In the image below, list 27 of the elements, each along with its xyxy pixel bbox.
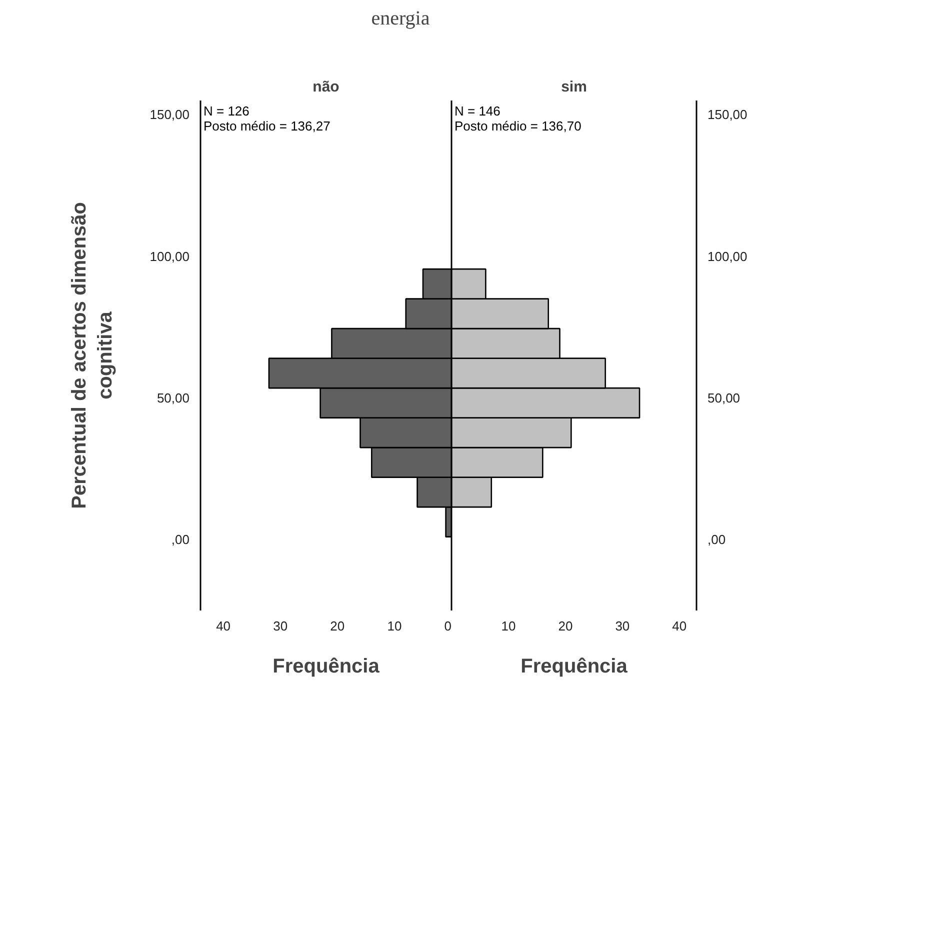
- x-tick-label: 40: [216, 618, 231, 634]
- x-tick-label: 10: [501, 618, 516, 634]
- y-tick-label: ,00: [171, 532, 190, 548]
- x-tick-label: 20: [558, 618, 573, 634]
- x-axis-title: Frequência: [520, 656, 628, 678]
- x-tick-label: 20: [330, 618, 345, 634]
- x-tick-label: 10: [387, 618, 402, 634]
- chart-title: sim: [561, 78, 587, 96]
- x-tick-label: 0: [444, 618, 452, 634]
- y-tick-label: 150,00: [150, 107, 190, 122]
- text: energia: [371, 8, 430, 30]
- annotation: N = 126: [204, 104, 250, 118]
- annotation: N = 146: [454, 104, 500, 118]
- x-tick-label: 30: [273, 618, 288, 634]
- chart-title: não: [312, 78, 340, 96]
- x-tick-label: 40: [672, 618, 687, 634]
- x-axis-title: Frequência: [272, 656, 380, 678]
- y-tick-label: 150,00: [708, 107, 748, 122]
- annotation: Posto médio = 136,27: [204, 118, 330, 134]
- y-tick-label: 100,00: [150, 248, 190, 264]
- y-tick-label: 50,00: [708, 390, 740, 406]
- annotation: Posto médio = 136,70: [454, 118, 582, 134]
- y-tick-label: 100,00: [708, 248, 748, 264]
- y-tick-label: ,00: [708, 532, 726, 548]
- y-axis-title: Percentual de acertos dimensão cognitiva: [68, 202, 117, 509]
- y-tick-label: 50,00: [156, 390, 190, 406]
- x-tick-label: 30: [615, 618, 630, 634]
